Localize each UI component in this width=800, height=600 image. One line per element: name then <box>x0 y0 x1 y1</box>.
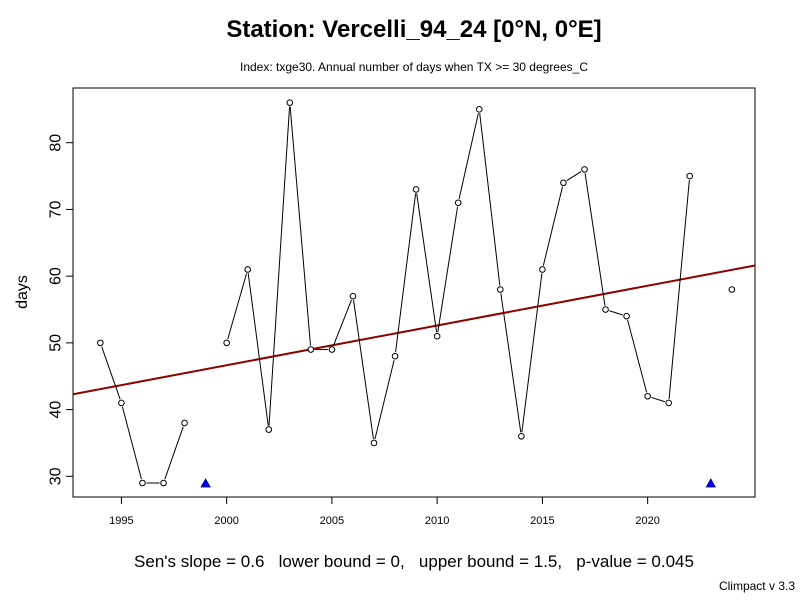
x-axis: 1995 2000 2005 2010 2015 2020 <box>109 497 660 527</box>
data-point-2003 <box>286 99 294 106</box>
data-point-1996 <box>139 479 146 487</box>
credit-label: Climpact v 3.3 <box>719 579 795 593</box>
data-point-1998 <box>181 419 188 427</box>
series-segment <box>651 396 666 403</box>
series-segment <box>374 359 395 440</box>
series-segment <box>247 273 269 426</box>
trend-line <box>73 264 755 396</box>
data-point-2016 <box>560 179 567 187</box>
data-point-2022 <box>686 172 694 180</box>
series-segment <box>353 300 374 440</box>
data-point-2013 <box>497 286 504 293</box>
series-segment <box>437 206 459 333</box>
data-point-2001 <box>244 266 252 273</box>
y-tick-label-70: 70 <box>48 200 65 218</box>
series-segment <box>479 113 501 286</box>
data-point-2020 <box>644 392 651 400</box>
series-segment <box>542 186 563 266</box>
x-tick-label-2010: 2010 <box>425 515 449 527</box>
series-segment <box>500 293 522 433</box>
series-segment <box>268 106 291 426</box>
series-segment <box>458 113 479 199</box>
series-segment <box>227 273 248 340</box>
series-segment <box>521 273 543 433</box>
data-point-1997 <box>160 479 167 487</box>
data-point-2005 <box>328 346 336 353</box>
data-point-2004 <box>307 346 315 353</box>
y-axis-label: days <box>14 275 31 309</box>
chart-subtitle: Index: txge30. Annual number of days whe… <box>240 60 588 74</box>
sens-slope-stats: Sen's slope = 0.6 lower bound = 0, upper… <box>134 552 694 571</box>
series-segment <box>395 193 417 353</box>
data-point-2019 <box>623 312 630 320</box>
series-segment <box>289 106 312 346</box>
series-segment <box>121 406 142 480</box>
x-tick-label-2020: 2020 <box>635 515 659 527</box>
data-point-2008 <box>391 352 399 360</box>
y-axis: 30 40 50 60 70 80 <box>48 134 73 485</box>
series-segment <box>609 310 623 316</box>
y-tick-label-30: 30 <box>48 467 65 485</box>
y-tick-label-80: 80 <box>48 134 65 152</box>
series-segment <box>584 173 606 306</box>
data-point-2006 <box>349 292 357 300</box>
series-segment <box>164 426 184 480</box>
data-point-2021 <box>665 399 672 407</box>
data-point-2011 <box>454 199 462 207</box>
missing-year-marker-1999 <box>200 478 211 488</box>
data-point-2010 <box>433 332 441 340</box>
series-segment <box>416 193 438 333</box>
x-tick-label-1995: 1995 <box>109 515 133 527</box>
plot-frame <box>72 87 756 498</box>
x-tick-label-2005: 2005 <box>320 515 344 527</box>
y-tick-label-40: 40 <box>48 401 65 419</box>
series-segment <box>101 346 121 400</box>
data-point-2007 <box>370 439 378 447</box>
missing-year-marker-2023 <box>705 478 716 488</box>
series-segment <box>627 319 648 393</box>
series-segment <box>566 171 582 182</box>
data-point-2018 <box>602 306 609 313</box>
data-point-2024 <box>728 286 736 293</box>
data-point-2009 <box>412 186 420 193</box>
data-point-1995 <box>118 399 125 407</box>
y-tick-label-60: 60 <box>48 267 65 285</box>
data-point-2014 <box>518 432 525 440</box>
data-point-2017 <box>581 166 588 173</box>
chart-title: Station: Vercelli_94_24 [0°N, 0°E] <box>226 16 601 43</box>
x-tick-label-2015: 2015 <box>530 515 554 527</box>
data-point-2000 <box>223 339 230 347</box>
series-segment <box>332 299 352 347</box>
data-point-1994 <box>97 339 104 347</box>
x-tick-label-2000: 2000 <box>214 515 238 527</box>
y-tick-label-50: 50 <box>48 334 65 352</box>
data-point-2015 <box>539 266 546 273</box>
data-point-2002 <box>265 426 273 433</box>
data-point-2012 <box>475 106 483 113</box>
series-segment <box>668 180 690 399</box>
